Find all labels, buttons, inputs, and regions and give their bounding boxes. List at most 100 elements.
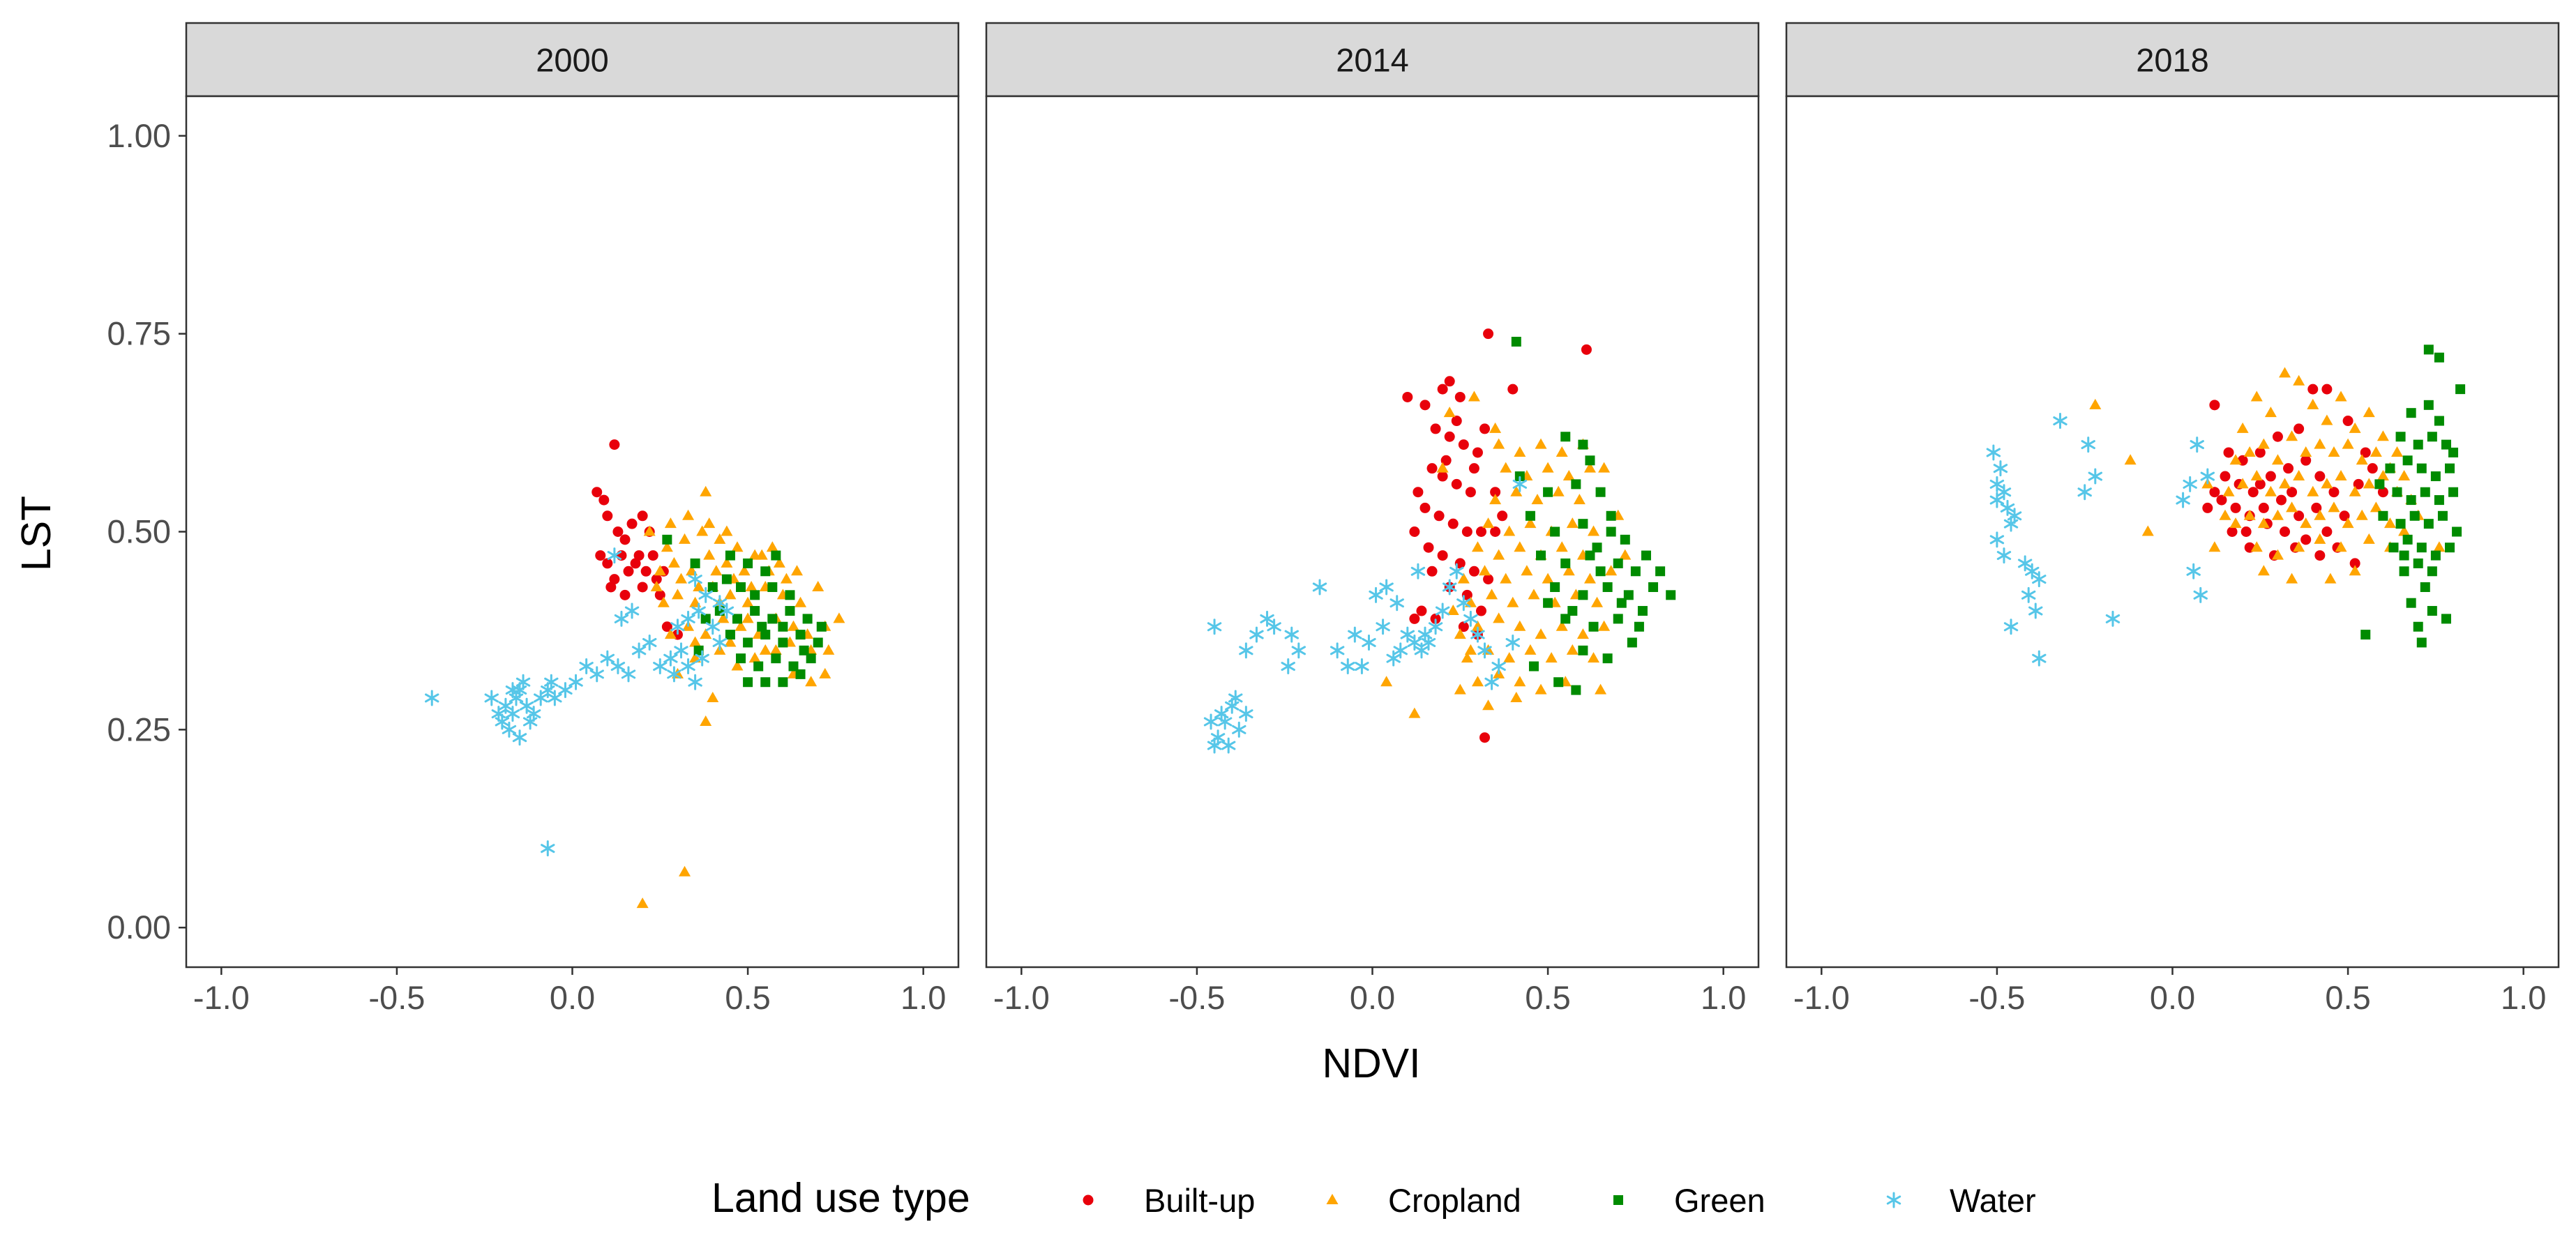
legend-key-cropland xyxy=(1326,1194,1339,1204)
point-built-up xyxy=(1490,487,1501,498)
point-water xyxy=(2088,468,2102,485)
point-cropland xyxy=(1583,572,1596,584)
point-built-up xyxy=(598,494,610,506)
x-tick-label: 0.5 xyxy=(725,979,770,1016)
point-cropland xyxy=(766,541,778,552)
point-cropland xyxy=(773,556,785,568)
point-water xyxy=(1362,634,1376,651)
point-water xyxy=(2021,586,2036,603)
point-built-up xyxy=(2353,478,2364,490)
point-cropland xyxy=(675,572,687,584)
facet-strip xyxy=(1785,22,2560,98)
legend-items: Built-up Cropland Green Water xyxy=(1083,1182,2036,1219)
point-cropland xyxy=(1454,628,1466,639)
point-cropland xyxy=(668,556,680,568)
point-cropland xyxy=(2321,478,2333,489)
point-water xyxy=(1376,619,1390,635)
point-water xyxy=(653,658,668,675)
point-green xyxy=(2448,487,2459,497)
point-built-up xyxy=(626,518,638,529)
point-green xyxy=(778,677,788,688)
point-built-up xyxy=(2216,494,2227,506)
point-green xyxy=(736,582,746,592)
point-built-up xyxy=(2272,431,2283,442)
point-green xyxy=(1571,479,1581,490)
point-green xyxy=(767,582,778,592)
point-built-up xyxy=(2300,534,2312,545)
point-cropland xyxy=(1542,572,1554,584)
y-tick-label: 0.75 xyxy=(107,315,171,352)
point-green xyxy=(700,614,711,624)
point-cropland xyxy=(1447,605,1459,616)
point-cropland xyxy=(2236,478,2249,489)
point-water xyxy=(1267,619,1281,635)
point-cropland xyxy=(1482,699,1495,711)
point-water xyxy=(2007,508,2022,524)
point-cropland xyxy=(682,509,695,520)
point-cropland xyxy=(1493,549,1505,560)
point-cropland xyxy=(1380,676,1393,687)
point-cropland xyxy=(1598,620,1611,631)
point-built-up xyxy=(2360,447,2371,458)
point-cropland xyxy=(1595,683,1607,695)
point-built-up xyxy=(2339,510,2350,522)
point-water xyxy=(2028,602,2043,619)
point-cropland xyxy=(2141,525,2154,536)
point-green xyxy=(2395,519,2406,529)
point-green xyxy=(743,637,753,648)
facet-panel-2000: 2000 -1.0 -0.5 0.0 0.5 1.0 xyxy=(185,22,960,1016)
point-green xyxy=(2427,566,2437,577)
point-cropland xyxy=(2236,422,2249,433)
point-built-up xyxy=(1458,439,1469,450)
point-cropland xyxy=(1591,596,1604,607)
point-cropland xyxy=(2307,398,2319,409)
point-built-up xyxy=(602,558,613,569)
point-green xyxy=(2423,400,2434,410)
point-built-up xyxy=(1437,384,1448,395)
point-cropland xyxy=(1521,565,1533,576)
y-tick-label: 0.25 xyxy=(107,711,171,748)
facet-panels: 0.00 0.25 0.50 0.75 1.00 2000 -1.0 -0.5 0.0 0.5 1.… xyxy=(107,22,2560,1016)
point-water xyxy=(502,721,517,738)
point-cropland xyxy=(812,580,824,591)
point-water xyxy=(667,666,681,683)
point-cropland xyxy=(794,596,807,607)
facet-strip-label: 2018 xyxy=(2136,42,2209,79)
point-built-up xyxy=(2280,526,2291,537)
point-green xyxy=(1613,558,1623,568)
point-built-up xyxy=(2377,487,2388,498)
point-cropland xyxy=(724,589,737,600)
point-water xyxy=(1369,586,1383,603)
point-built-up xyxy=(651,574,662,585)
point-water xyxy=(631,642,647,659)
point-cropland xyxy=(2321,414,2333,425)
point-water xyxy=(2186,563,2201,579)
point-green xyxy=(2423,519,2434,529)
point-green xyxy=(1641,550,1651,561)
point-water xyxy=(544,674,559,690)
point-water xyxy=(663,650,678,667)
point-cropland xyxy=(2264,407,2277,418)
point-cropland xyxy=(731,541,744,552)
point-cropland xyxy=(741,612,754,623)
point-cropland xyxy=(1545,652,1558,663)
point-cropland xyxy=(2314,438,2326,449)
point-green xyxy=(1620,534,1630,545)
point-built-up xyxy=(1581,344,1592,355)
point-built-up xyxy=(2314,550,2326,561)
point-cropland xyxy=(1556,446,1568,457)
point-cropland xyxy=(2286,572,2298,584)
point-built-up xyxy=(1423,542,1434,553)
point-green xyxy=(1606,526,1616,537)
point-cropland xyxy=(1566,644,1579,655)
point-water xyxy=(515,674,531,690)
point-cropland xyxy=(2243,446,2256,457)
point-cropland xyxy=(714,533,726,544)
x-tick-label: -0.5 xyxy=(1168,979,1225,1016)
point-cropland xyxy=(710,565,723,576)
point-built-up xyxy=(1454,391,1466,402)
point-cropland xyxy=(805,676,818,687)
point-cropland xyxy=(1514,676,1526,687)
point-green xyxy=(2445,463,2455,473)
point-cropland xyxy=(700,715,712,727)
